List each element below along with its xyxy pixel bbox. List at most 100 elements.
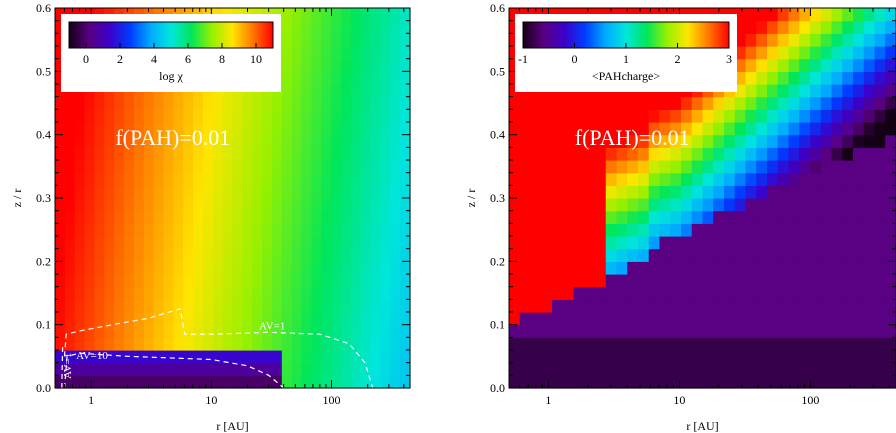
heatmap-cell — [541, 172, 553, 186]
heatmap-cell — [94, 324, 105, 338]
heatmap-cell — [605, 375, 618, 389]
heatmap-cell — [509, 8, 521, 22]
heatmap-cell — [390, 324, 401, 338]
heatmap-cell — [390, 134, 401, 148]
heatmap-cell — [390, 248, 401, 262]
heatmap-cell — [777, 185, 790, 199]
heatmap-cell — [745, 160, 757, 174]
heatmap-cell — [74, 286, 86, 300]
heatmap-cell — [627, 147, 639, 161]
heatmap-cell — [799, 109, 811, 123]
heatmap-cell — [143, 172, 155, 186]
heatmap-cell — [745, 286, 757, 300]
heatmap-cell — [638, 261, 650, 275]
heatmap-cell — [331, 375, 342, 389]
heatmap-cell — [842, 337, 854, 351]
heatmap-cell — [670, 312, 682, 326]
heatmap-cell — [64, 324, 76, 338]
x-tick-label: 1 — [545, 393, 551, 407]
heatmap-cell — [291, 375, 303, 389]
heatmap-cell — [724, 134, 736, 148]
heatmap-cell — [616, 96, 628, 110]
heatmap-cell — [670, 147, 682, 161]
heatmap-cell — [863, 375, 876, 389]
x-axis-label: r [AU] — [216, 419, 248, 433]
heatmap-cell — [74, 160, 86, 174]
heatmap-cell — [94, 185, 105, 199]
heatmap-cell — [340, 8, 352, 22]
heatmap-cell — [360, 261, 372, 275]
heatmap-cell — [853, 122, 865, 136]
heatmap-cell — [104, 286, 115, 300]
heatmap-cell — [648, 299, 661, 313]
heatmap-cell — [281, 122, 293, 136]
heatmap-cell — [831, 312, 843, 326]
heatmap-cell — [153, 134, 165, 148]
heatmap-cell — [745, 147, 757, 161]
heatmap-cell — [183, 122, 194, 136]
heatmap-cell — [788, 71, 800, 85]
heatmap-cell — [360, 109, 372, 123]
heatmap-cell — [350, 46, 362, 60]
heatmap-cell — [193, 236, 204, 250]
heatmap-cell — [202, 286, 214, 300]
heatmap-cell — [509, 122, 521, 136]
heatmap-cell — [242, 172, 253, 186]
heatmap-cell — [331, 33, 342, 47]
heatmap-cell — [133, 236, 145, 250]
heatmap-cell — [311, 236, 322, 250]
heatmap-cell — [143, 198, 155, 212]
heatmap-cell — [788, 46, 800, 60]
heatmap-cell — [74, 198, 86, 212]
heatmap-cell — [767, 362, 779, 376]
heatmap-cell — [64, 172, 76, 186]
heatmap-cell — [252, 362, 263, 376]
heatmap-cell — [143, 375, 155, 389]
heatmap-cell — [573, 223, 585, 237]
heatmap-cell — [863, 20, 876, 34]
heatmap-cell — [777, 134, 790, 148]
heatmap-cell — [173, 337, 184, 351]
heatmap-cell — [573, 210, 585, 224]
heatmap-cell — [153, 185, 165, 199]
heatmap-cell — [552, 236, 564, 250]
heatmap-cell — [64, 337, 76, 351]
heatmap-cell — [55, 46, 66, 60]
heatmap-cell — [627, 375, 639, 389]
heatmap-cell — [820, 46, 833, 60]
av1-label: AV=1 — [259, 320, 285, 332]
heatmap-cell — [810, 210, 822, 224]
heatmap-cell — [831, 109, 843, 123]
heatmap-cell — [252, 223, 263, 237]
heatmap-cell — [874, 236, 886, 250]
heatmap-cell — [133, 185, 145, 199]
heatmap-cell — [562, 210, 575, 224]
heatmap-cell — [799, 172, 811, 186]
heatmap-cell — [659, 198, 671, 212]
heatmap-cell — [724, 223, 736, 237]
heatmap-cell — [252, 210, 263, 224]
heatmap-cell — [734, 147, 747, 161]
heatmap-cell — [756, 185, 768, 199]
heatmap-cell — [311, 8, 322, 22]
heatmap-cell — [584, 236, 596, 250]
heatmap-cell — [681, 261, 693, 275]
heatmap-cell — [885, 337, 896, 351]
heatmap-cell — [648, 337, 661, 351]
heatmap-cell — [380, 324, 391, 338]
heatmap-cell — [509, 46, 521, 60]
heatmap-cell — [114, 147, 125, 161]
heatmap-cell — [853, 261, 865, 275]
heatmap-cell — [724, 324, 736, 338]
heatmap-cell — [262, 185, 273, 199]
heatmap-cell — [370, 147, 382, 161]
heatmap-cell — [133, 375, 145, 389]
heatmap-cell — [616, 185, 628, 199]
heatmap-cell — [885, 172, 896, 186]
heatmap-cell — [202, 362, 214, 376]
heatmap-cell — [114, 96, 125, 110]
heatmap-cell — [222, 299, 234, 313]
heatmap-cell — [734, 362, 747, 376]
heatmap-cell — [390, 198, 401, 212]
